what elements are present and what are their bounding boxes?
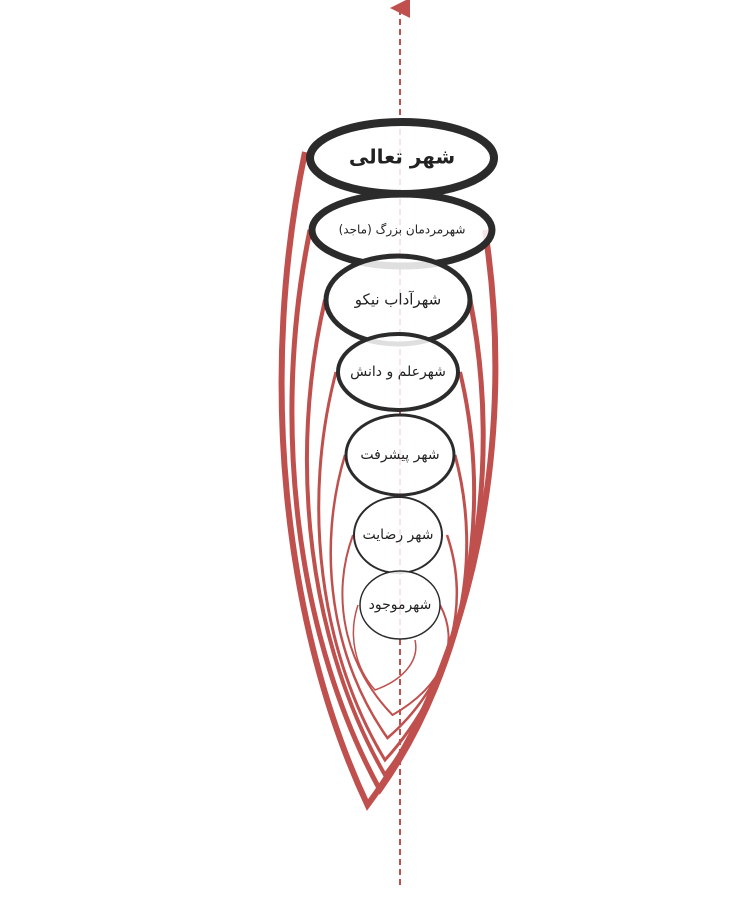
city-label: شهرموجود <box>369 597 432 613</box>
city-label: شهرمردمان بزرگ (ماجد) <box>339 223 466 238</box>
city-label: شهر رضایت <box>363 527 434 543</box>
spiral-diagram: شهر تعالی شهرمردمان بزرگ (ماجد) شهرآداب نی… <box>0 0 731 900</box>
city-label: شهرعلم و دانش <box>350 364 446 380</box>
city-label: شهر تعالی <box>349 145 455 169</box>
city-label: شهر پیشرفت <box>360 447 439 463</box>
page: شهر تعالی شهرمردمان بزرگ (ماجد) شهرآداب نی… <box>0 0 731 900</box>
city-label: شهرآداب نیکو <box>354 291 441 309</box>
